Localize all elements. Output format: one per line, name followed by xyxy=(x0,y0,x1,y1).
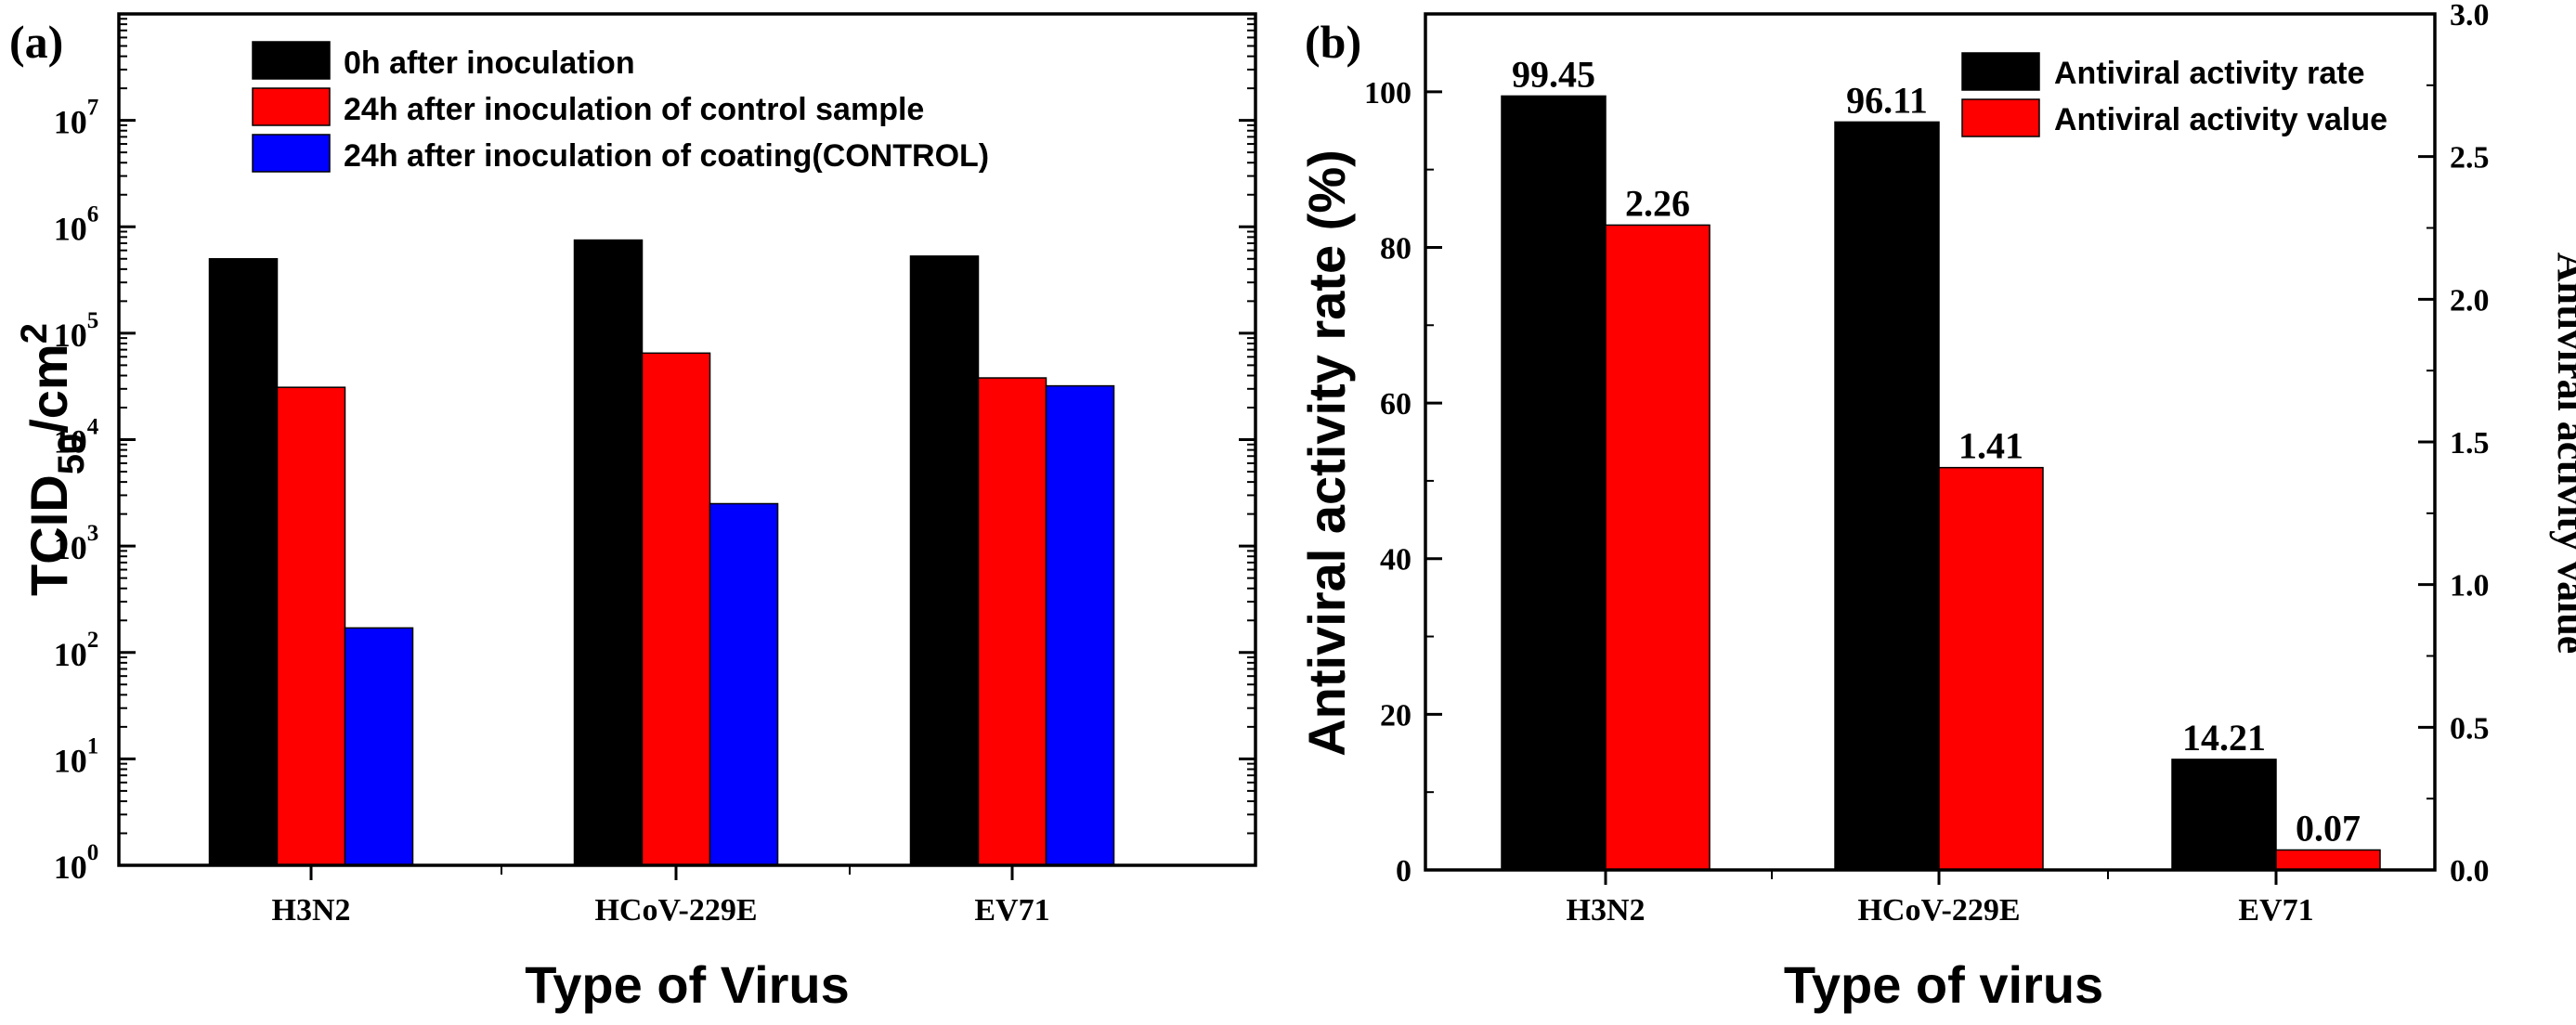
panel-a-y-tick-label: 102 xyxy=(54,628,99,673)
legend-label-a-0: 0h after inoculation xyxy=(344,45,635,81)
tick-exponent: 0 xyxy=(87,840,99,865)
legend-label-a-1: 24h after inoculation of control sample xyxy=(344,92,924,127)
panel-b-y2-tick-label: 2.5 xyxy=(2450,141,2490,175)
bar-a-0-h3n2 xyxy=(208,258,279,866)
tick-base: 10 xyxy=(54,104,87,141)
y-title-subscript: 50 xyxy=(51,434,92,475)
y-title-superscript: 2 xyxy=(14,323,55,344)
bar-a-1-ev71 xyxy=(977,377,1047,866)
tick-exponent: 1 xyxy=(87,733,99,759)
panel-b-label: (b) xyxy=(1305,16,1361,68)
panel-b-y-tick-label: 100 xyxy=(1364,76,1412,110)
tick-base: 10 xyxy=(54,849,87,886)
legend-label-a-2: 24h after inoculation of coating(CONTROL… xyxy=(344,138,989,174)
panel-b-y-tick-label: 0 xyxy=(1396,854,1412,889)
panel-b-y-tick-label: 80 xyxy=(1380,231,1412,266)
panel-a-y-axis-title: TCID50/cm2 xyxy=(14,323,92,596)
panel-b-y2-tick-label: 3.0 xyxy=(2450,0,2490,32)
tick-exponent: 2 xyxy=(87,628,99,653)
panel-a-x-tick-label: H3N2 xyxy=(272,893,351,928)
tick-base: 10 xyxy=(54,636,87,673)
bar-a-1-h3n2 xyxy=(276,386,346,866)
bar-a-2-ev71 xyxy=(1045,384,1115,866)
panel-a-y-tick-label: 103 xyxy=(54,521,99,566)
tick-base: 10 xyxy=(54,742,87,779)
legend-swatch-b-0 xyxy=(1961,52,2040,91)
panel-a-bars xyxy=(208,239,1115,866)
panel-b-y2-tick-label: 1.0 xyxy=(2450,569,2490,603)
panel-b-chart: (b) 99.45 96.11 14.21 2.26 1.41 0.07 0 20 40 60 8… xyxy=(1297,0,2576,1014)
bar-a-1-hcov-229e xyxy=(641,352,711,866)
legend-label-b-1: Antiviral activity value xyxy=(2054,102,2387,137)
tick-base: 10 xyxy=(54,210,87,247)
legend-label-b-0: Antiviral activity rate xyxy=(2054,56,2364,91)
panel-a-y-tick-label: 104 xyxy=(54,415,99,461)
bar-b-1-ev71 xyxy=(2275,849,2381,871)
bar-b-1-hcov-229e xyxy=(1938,466,2044,871)
panel-a-y-tick-label: 100 xyxy=(54,840,99,886)
panel-a-y-tick-label: 105 xyxy=(54,308,99,354)
data-label-b-1-0: 2.26 xyxy=(1625,182,1690,224)
panel-b-x-axis-title: Type of virus xyxy=(1784,955,2103,1014)
panel-b-x-tick-label: HCoV-229E xyxy=(1857,893,2020,928)
legend-swatch-a-1 xyxy=(252,87,331,126)
panel-b-x-tick-label: H3N2 xyxy=(1567,893,1646,928)
data-label-b-0-1: 96.11 xyxy=(1846,79,1928,121)
panel-b-y-tick-label: 40 xyxy=(1380,543,1412,577)
data-label-b-0-2: 14.21 xyxy=(2182,717,2266,759)
bar-b-0-ev71 xyxy=(2171,759,2277,871)
panel-b-legend: Antiviral activity rate Antiviral activit… xyxy=(1961,52,2387,137)
panel-b-y2-tick-label: 2.0 xyxy=(2450,283,2490,318)
bar-b-1-h3n2 xyxy=(1605,224,1711,871)
y-title-mid: /cm xyxy=(20,344,78,434)
panel-b-y-tick-label: 20 xyxy=(1380,698,1412,733)
bar-a-2-h3n2 xyxy=(344,627,414,866)
data-label-b-1-2: 0.07 xyxy=(2296,807,2361,849)
tick-base: 10 xyxy=(54,423,87,461)
panel-b-axes: 0 20 40 60 80 100 0.0 0.5 1.0 1.5 2.0 2.5 3.0 H3N2 HCo… xyxy=(1364,0,2490,928)
tick-exponent: 7 xyxy=(87,96,99,121)
panel-a-y-tick-label: 101 xyxy=(54,733,99,779)
data-label-b-0-0: 99.45 xyxy=(1512,53,1595,95)
panel-a-legend: 0h after inoculation 24h after inoculatio… xyxy=(252,41,989,174)
legend-swatch-b-1 xyxy=(1961,98,2040,137)
bar-b-0-h3n2 xyxy=(1501,95,1607,871)
panel-b-bars: 99.45 96.11 14.21 2.26 1.41 0.07 xyxy=(1501,53,2381,871)
panel-b-y2-tick-label: 0.5 xyxy=(2450,711,2490,746)
panel-b-y-axis-title: Antiviral activity rate (%) xyxy=(1297,149,1356,757)
tick-base: 10 xyxy=(54,317,87,354)
y-title-base: TCID xyxy=(20,474,78,596)
panel-a-label: (a) xyxy=(9,16,63,68)
panel-b-y2-tick-label: 1.5 xyxy=(2450,426,2490,461)
tick-exponent: 4 xyxy=(87,415,99,440)
tick-exponent: 3 xyxy=(87,521,99,546)
panel-b-x-tick-label: EV71 xyxy=(2238,893,2313,928)
legend-swatch-a-2 xyxy=(252,134,331,173)
tick-exponent: 6 xyxy=(87,201,99,227)
panel-a-y-tick-label: 106 xyxy=(54,201,99,247)
panel-b-y-tick-label: 60 xyxy=(1380,387,1412,422)
bar-b-0-hcov-229e xyxy=(1834,121,1940,871)
panel-a-x-axis-title: Type of Virus xyxy=(525,955,850,1014)
panel-a-y-tick-label: 107 xyxy=(54,96,99,141)
tick-base: 10 xyxy=(54,529,87,566)
legend-swatch-a-0 xyxy=(252,41,331,80)
bar-a-0-hcov-229e xyxy=(573,239,644,866)
bar-a-2-hcov-229e xyxy=(709,502,779,866)
tick-exponent: 5 xyxy=(87,308,99,333)
panel-b-right-y-axis-title: Antiviral activity value xyxy=(2549,253,2576,655)
bar-a-0-ev71 xyxy=(909,255,980,866)
data-label-b-1-1: 1.41 xyxy=(1958,425,2023,467)
panel-a-x-tick-label: HCoV-229E xyxy=(594,893,757,928)
panel-a-x-tick-label: EV71 xyxy=(974,893,1049,928)
panel-b-y2-tick-label: 0.0 xyxy=(2450,854,2490,889)
